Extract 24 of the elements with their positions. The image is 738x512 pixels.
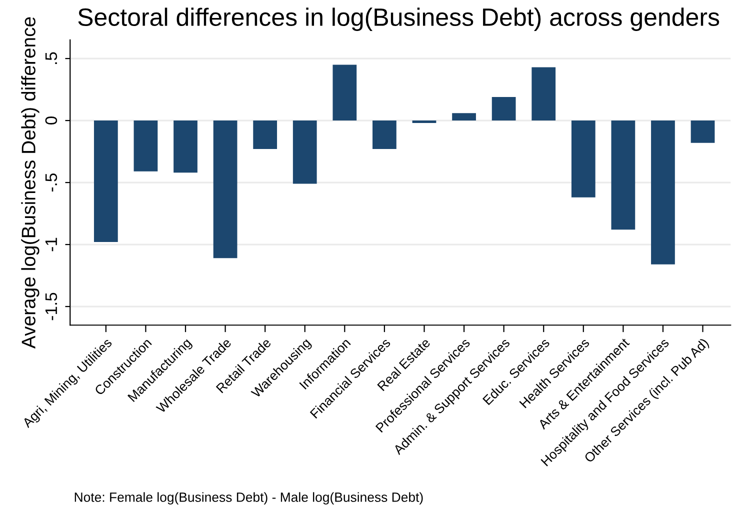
bar xyxy=(213,120,238,258)
y-tick-label: .5 xyxy=(45,52,58,64)
bar xyxy=(412,120,436,124)
bar xyxy=(532,67,556,121)
bar xyxy=(94,120,118,242)
bar xyxy=(571,120,596,198)
y-tick-label: -1.5 xyxy=(45,292,58,320)
bar xyxy=(174,120,198,173)
bar xyxy=(452,113,476,121)
text: Note: Female log(Business Debt) - Male log(Business Debt) xyxy=(74,492,423,504)
bar xyxy=(372,120,396,150)
bar xyxy=(690,120,715,143)
chart-title: Sectoral differences in log(Business Debt) across genders xyxy=(78,8,720,31)
y-axis-title: Average log(Business Debt) difference xyxy=(21,17,40,349)
bar xyxy=(134,120,158,172)
bar xyxy=(332,64,357,121)
bar xyxy=(651,120,675,264)
y-tick-label: -1 xyxy=(45,238,57,252)
bar xyxy=(292,120,317,184)
bar xyxy=(253,120,278,150)
bar xyxy=(492,96,516,121)
y-tick-label: -.5 xyxy=(45,174,58,192)
bar xyxy=(611,120,636,230)
y-tick-label: 0 xyxy=(45,116,58,125)
